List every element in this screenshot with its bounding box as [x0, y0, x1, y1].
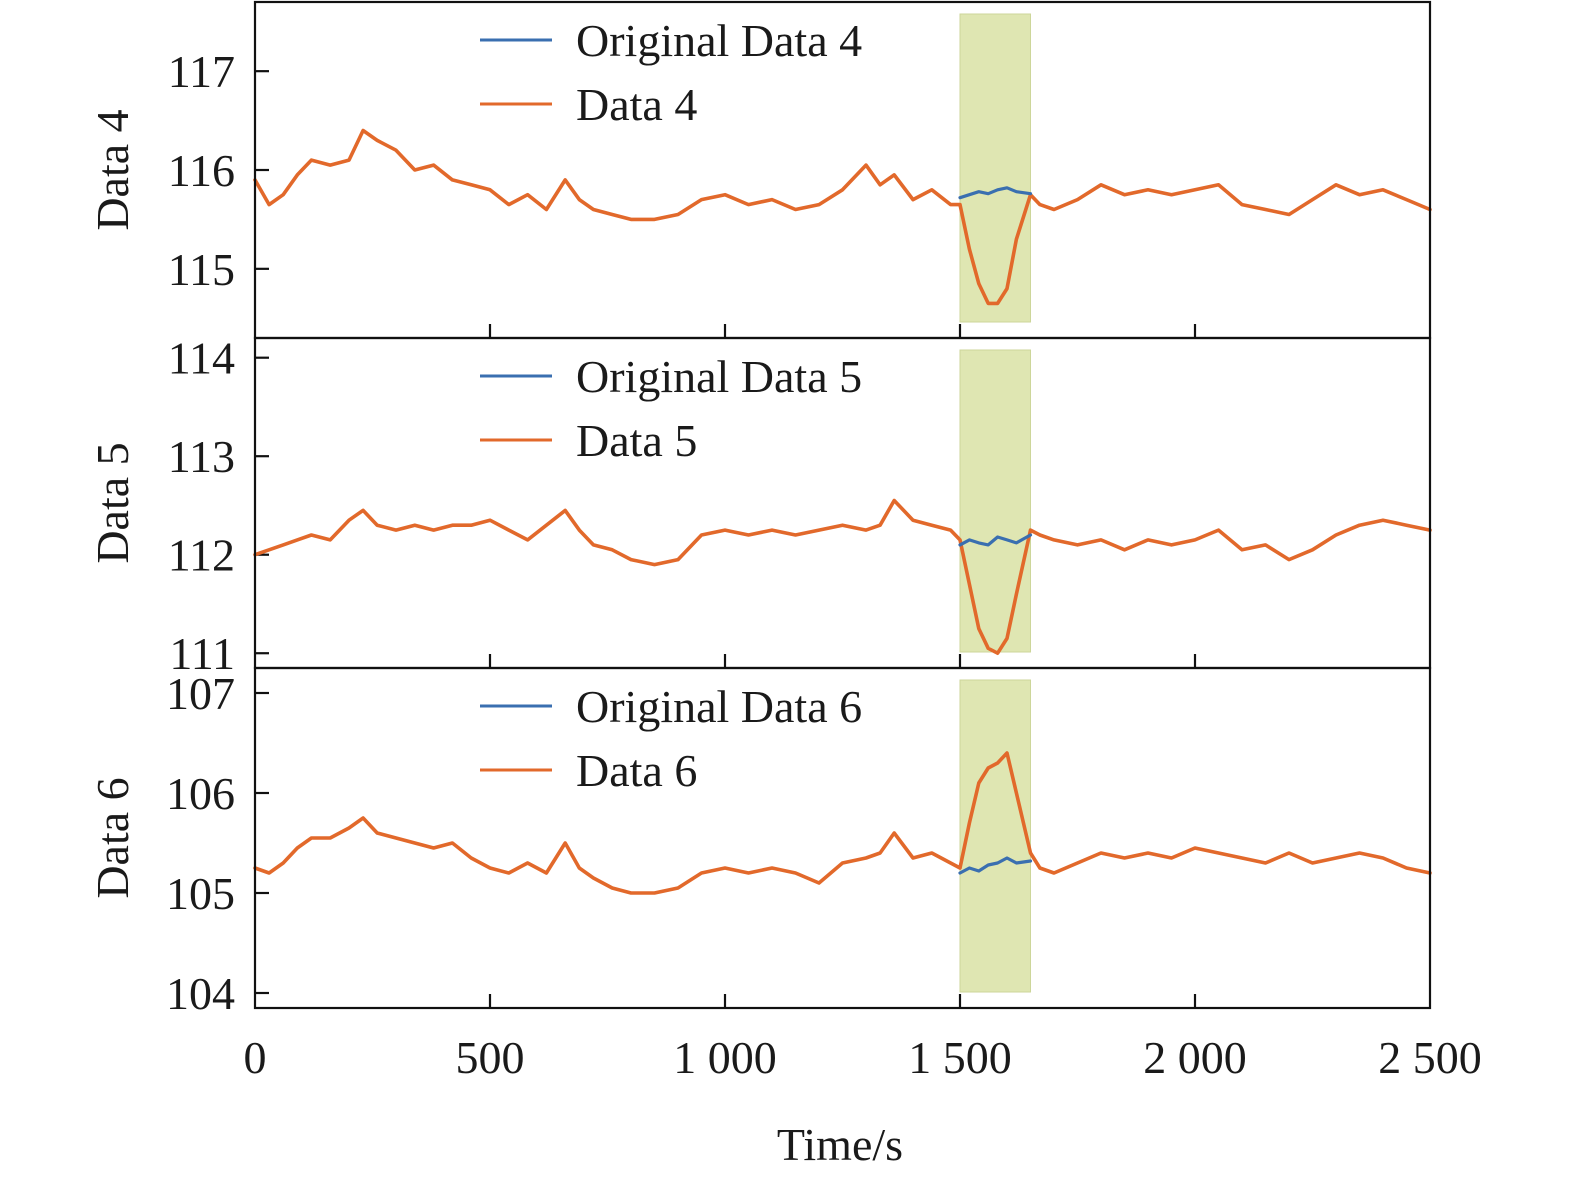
y-tick-label: 112 — [168, 530, 235, 581]
x-tick-label: 1 000 — [673, 1032, 777, 1083]
legend-label-original: Original Data 4 — [576, 15, 862, 66]
highlight-region — [959, 13, 1031, 323]
y-tick-label: 115 — [168, 244, 235, 295]
panel-frame — [253, 666, 1432, 1010]
panel-data-6: 104 105 106 107 Data 6 Original Data 6 Data 6 — [87, 666, 1432, 1019]
y-axis-label: Data 6 — [87, 777, 138, 898]
x-axis-label: Time/s — [777, 1119, 903, 1170]
highlight-region — [959, 349, 1031, 653]
y-tick-label: 106 — [166, 768, 235, 819]
original-data-line — [958, 186, 1033, 200]
y-tick-label: 104 — [166, 968, 235, 1019]
legend-label-original: Original Data 5 — [576, 351, 862, 402]
x-tick-label: 2 000 — [1143, 1032, 1247, 1083]
y-tick-label: 116 — [168, 145, 235, 196]
x-tick-label: 1 500 — [908, 1032, 1012, 1083]
data-line — [253, 498, 1432, 656]
y-tick-label: 107 — [166, 668, 235, 719]
legend-label-original: Original Data 6 — [576, 681, 862, 732]
x-tick-label: 2 500 — [1378, 1032, 1482, 1083]
y-axis-label: Data 4 — [87, 109, 138, 230]
y-tick-label: 117 — [168, 46, 235, 97]
y-tick-label: 105 — [166, 868, 235, 919]
legend-label-data: Data 5 — [576, 415, 697, 466]
panel-data-5: 111 112 113 114 Data 5 Original Data 5 Data 5 — [87, 333, 1432, 679]
panel-data-4: 115 116 117 Data 4 Original Data 4 Data 4 — [87, 0, 1432, 340]
data-line — [253, 751, 1432, 895]
legend-label-data: Data 4 — [576, 79, 697, 130]
y-tick-label: 114 — [168, 333, 235, 384]
legend-label-data: Data 6 — [576, 745, 697, 796]
x-tick-label: 500 — [456, 1032, 525, 1083]
y-tick-label: 113 — [168, 431, 235, 482]
x-axis: 0 500 1 000 1 500 2 000 2 500 — [244, 1032, 1482, 1083]
highlight-region — [959, 679, 1031, 993]
data-line — [253, 128, 1432, 306]
y-tick-label: 111 — [169, 628, 235, 679]
original-data-line — [958, 533, 1033, 547]
original-data-line — [958, 856, 1033, 875]
x-tick-label: 0 — [244, 1032, 267, 1083]
y-axis-label: Data 5 — [87, 442, 138, 563]
